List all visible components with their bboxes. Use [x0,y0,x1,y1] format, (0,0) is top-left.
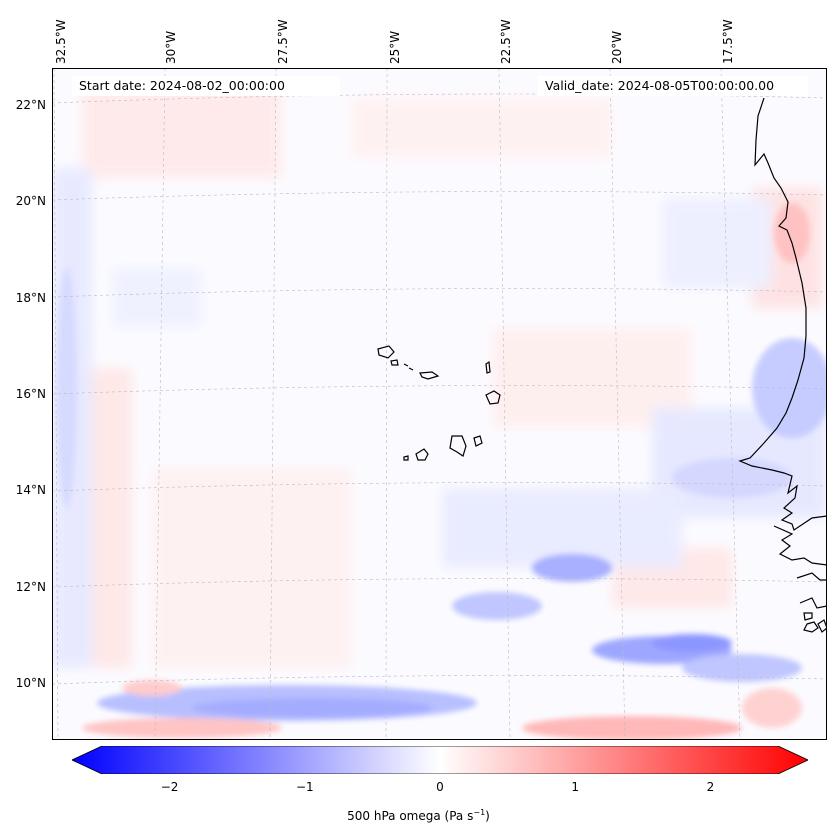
colorbar [72,746,808,774]
colorbar-tick-label-1: −1 [295,780,314,794]
map-border [52,68,827,740]
colorbar-units-close: ) [485,809,490,823]
lat-label-14n: 14°N [15,483,46,497]
lat-label-20n: 20°N [15,194,46,208]
lon-label-25w: 25°W [388,30,402,64]
valid-date-label: Valid_date: 2024-08-05T00:00:00.00 [538,76,808,96]
lon-label-32-5w: 32.5°W [54,19,68,64]
colorbar-units: (Pa s [444,809,474,823]
map-panel [52,68,827,740]
colorbar-tick-label-3: 1 [571,780,580,794]
coastline-islands [377,345,501,461]
lat-label-12n: 12°N [15,580,46,594]
lat-label-10n: 10°N [15,676,46,690]
coastline-africa [738,97,827,633]
lon-label-27-5w: 27.5°W [276,19,290,64]
lon-label-17-5w: 17.5°W [721,19,735,64]
lon-label-30w: 30°W [164,30,178,64]
colorbar-tick-label-4: 2 [706,780,715,794]
lon-label-20w: 20°W [610,30,624,64]
colorbar-label: 500 hPa omega (Pa s−1) [0,808,837,823]
lat-label-18n: 18°N [15,291,46,305]
colorbar-field-name: 500 hPa omega [347,809,441,823]
colorbar-units-exponent: −1 [473,808,486,817]
lon-label-22-5w: 22.5°W [499,19,513,64]
colorbar-tick-label-0: −2 [160,780,179,794]
graticule [52,68,827,740]
lat-label-22n: 22°N [15,98,46,112]
colorbar-tick-label-2: 0 [436,780,444,794]
lat-label-16n: 16°N [15,387,46,401]
start-date-label: Start date: 2024-08-02_00:00:00 [72,76,340,96]
colorbar-bar [72,746,808,774]
